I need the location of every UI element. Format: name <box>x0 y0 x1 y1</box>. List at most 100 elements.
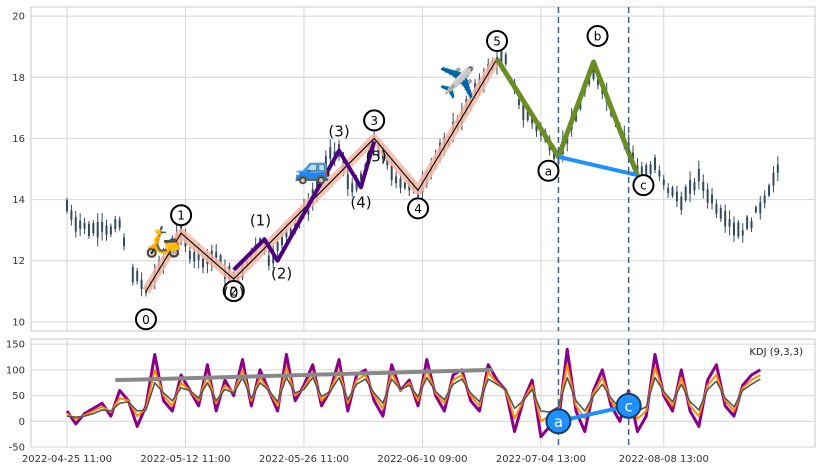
candle-body <box>188 250 191 260</box>
price-trendline <box>557 154 638 178</box>
candle-body <box>83 223 86 229</box>
price-y-tick-label: 10 <box>12 317 25 328</box>
x-tick-label: 2022-07-04 13:00 <box>496 454 586 465</box>
candle-body <box>517 99 520 105</box>
candle-body <box>531 117 534 124</box>
wave-label-circle <box>407 197 430 220</box>
secondary-wave-line <box>232 140 377 272</box>
candle-body <box>649 164 652 174</box>
candle-body <box>219 255 222 264</box>
x-tick-label: 2022-05-26 11:00 <box>259 454 349 465</box>
x-tick-label: 2022-04-25 11:00 <box>22 454 112 465</box>
candle-body <box>566 138 569 144</box>
candle-body <box>750 221 753 229</box>
candle-body <box>359 173 362 181</box>
x-axis: 2022-04-25 11:00 2022-05-12 11:00 2022-05-… <box>22 454 709 465</box>
primary-wave-label: 2 <box>230 285 238 299</box>
primary-wave-label: 1 <box>177 209 185 223</box>
candle-body <box>399 178 402 188</box>
correction-wave-label: a <box>545 164 552 178</box>
candle-body <box>592 66 595 80</box>
scooter-icon: 🛵 <box>145 225 182 260</box>
candle-body <box>386 158 389 166</box>
candle-body <box>114 219 117 230</box>
price-y-tick-label: 12 <box>12 256 25 267</box>
candle-body <box>684 186 687 201</box>
candle-body <box>109 226 112 235</box>
airplane-icon: ✈️ <box>439 64 476 101</box>
candle-body <box>667 188 670 193</box>
candle-body <box>724 210 727 227</box>
primary-wave-label: 0 <box>142 313 150 327</box>
candle-body <box>390 165 393 181</box>
candle-body <box>728 219 731 227</box>
candle-body <box>653 157 656 171</box>
x-tick-label: 2022-06-10 09:00 <box>377 454 467 465</box>
correction-label-circle <box>586 25 609 48</box>
candle-body <box>741 230 744 236</box>
wave-label-circle <box>222 280 245 303</box>
correction-label-circle <box>537 159 560 182</box>
candle-body <box>324 156 327 172</box>
candle-body <box>87 223 90 237</box>
candle-body <box>776 164 779 173</box>
wave-label-circle <box>363 109 386 132</box>
kdj-y-tick-label: 150 <box>6 340 25 351</box>
kdj-legend: KDJ (9,3,3) <box>749 347 803 358</box>
secondary-wave-label: (1) <box>250 211 271 229</box>
primary-wave-label: 4 <box>414 202 422 216</box>
candle-body <box>285 231 288 238</box>
candle-body <box>535 123 538 132</box>
x-tick-label: 2022-08-08 13:00 <box>619 454 709 465</box>
kdj-y-tick-label: -50 <box>9 443 25 454</box>
candle-body <box>96 222 99 238</box>
candle-body <box>689 179 692 194</box>
kdj-k-line <box>66 376 761 418</box>
candle-body <box>329 147 332 159</box>
price-y-tick-label: 14 <box>12 195 25 206</box>
wave-label-circle <box>486 29 509 52</box>
candle-body <box>140 279 143 290</box>
candle-body <box>281 233 284 246</box>
candle-body <box>645 165 648 180</box>
candle-body <box>526 109 529 121</box>
kdj-trend-label: a <box>554 413 563 431</box>
candle-body <box>351 183 354 193</box>
candle-body <box>706 189 709 203</box>
candle-body <box>395 176 398 184</box>
candle-body <box>193 252 196 262</box>
wave-label-circle <box>170 204 193 227</box>
candle-body <box>754 206 757 213</box>
secondary-wave-label: (0) <box>223 284 244 302</box>
candle-body <box>732 222 735 236</box>
candle-body <box>276 242 279 251</box>
kdj-indicator-panel: -50 0 50 100 150 a c KDJ (9,3,3) <box>6 338 816 454</box>
price-y-tick-label: 20 <box>12 12 25 23</box>
candle-body <box>320 170 323 181</box>
kdj-label-circle <box>615 392 642 419</box>
kdj-label-circle <box>545 408 572 435</box>
candle-body <box>403 182 406 189</box>
candle-body <box>772 172 775 186</box>
kdj-gray-trendline <box>115 367 493 383</box>
candle-body <box>768 185 771 196</box>
candle-body <box>737 222 740 237</box>
primary-wave-label: 3 <box>370 114 378 128</box>
candle-body <box>711 194 714 204</box>
car-icon: 🚙 <box>294 151 331 186</box>
candle-body <box>92 223 95 234</box>
candle-body <box>74 216 77 232</box>
candle-body <box>719 208 722 219</box>
candle-body <box>215 251 218 258</box>
price-plot-frame <box>30 6 816 332</box>
candle-body <box>759 202 762 214</box>
candle-body <box>522 104 525 120</box>
candle-body <box>596 79 599 86</box>
secondary-wave-label: (2) <box>271 265 292 283</box>
secondary-wave-label: (5) <box>366 147 387 165</box>
candle-body <box>202 258 205 268</box>
price-panel: 101214161820012345(0)(1)(2)(3)(4)(5)abc🛵… <box>12 6 816 332</box>
primary-wave-label: 5 <box>493 34 501 48</box>
wave-label-circle <box>134 308 157 331</box>
correction-wave-label: b <box>594 30 602 44</box>
